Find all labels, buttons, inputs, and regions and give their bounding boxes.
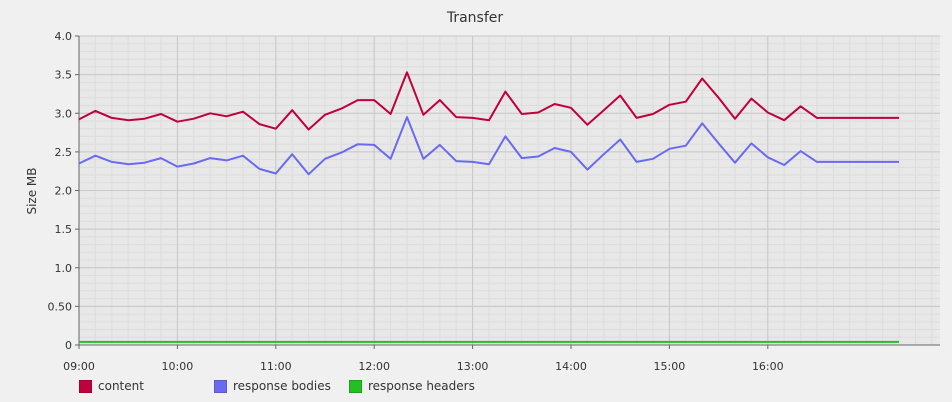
y-tick-label: 2.0: [55, 185, 73, 198]
y-tick-label: 0: [65, 339, 72, 352]
x-tick-label: 12:00: [358, 360, 390, 373]
legend-swatch-response-headers: [349, 379, 362, 393]
x-tick-label: 10:00: [162, 360, 194, 373]
series-line-response-bodies: [78, 116, 899, 176]
x-tick-label: 09:00: [63, 360, 95, 373]
legend-swatch-content: [79, 379, 92, 393]
x-tick-label: 11:00: [260, 360, 292, 373]
y-tick-label: 4.0: [55, 30, 73, 43]
legend-label-content: content: [98, 379, 144, 393]
x-tick-label: 14:00: [555, 360, 587, 373]
y-axis-label: Size MB: [25, 167, 39, 214]
x-tick-label: 13:00: [457, 360, 489, 373]
legend-label-response-bodies: response bodies: [233, 379, 331, 393]
y-tick-label: 3.5: [55, 69, 73, 82]
y-tick-label: 2.5: [55, 146, 73, 159]
y-axis: 0 0.50 1.0 1.5 2.0 2.5 3.0 3.5 4.0: [48, 30, 80, 352]
legend: content response bodies response headers: [79, 379, 475, 393]
x-tick-label: 16:00: [752, 360, 784, 373]
series-line-content: [78, 71, 899, 131]
y-tick-label: 1.5: [55, 223, 73, 236]
legend-item-response-bodies: response bodies: [214, 379, 349, 393]
legend-item-response-headers: response headers: [349, 379, 475, 393]
grid: [78, 35, 940, 346]
x-tick-label: 15:00: [654, 360, 686, 373]
y-tick-label: 1.0: [55, 262, 73, 275]
chart-title: Transfer: [446, 10, 504, 26]
y-tick-label: 0.50: [48, 300, 73, 313]
legend-swatch-response-bodies: [214, 379, 227, 393]
legend-item-content: content: [79, 379, 214, 393]
series-layer: [78, 71, 899, 343]
x-axis: 09:00 10:00 11:00 12:00 13:00 14:00 15:00 16:00: [63, 344, 940, 373]
y-tick-label: 3.0: [55, 107, 73, 120]
legend-label-response-headers: response headers: [368, 379, 475, 393]
